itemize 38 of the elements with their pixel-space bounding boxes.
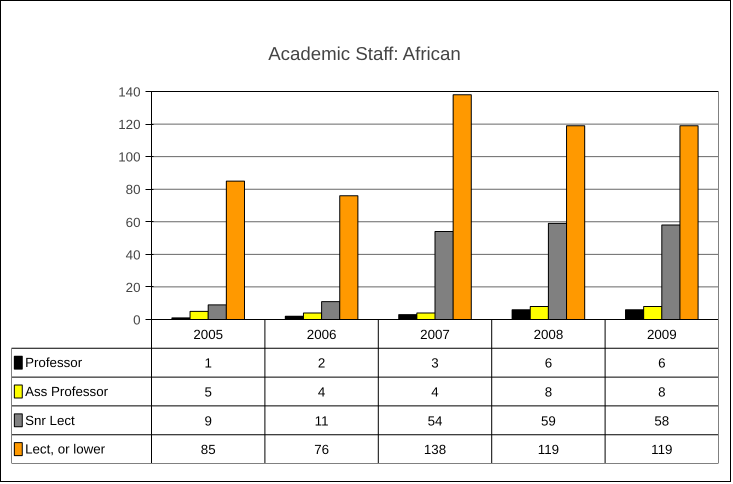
data-label: 8 xyxy=(544,384,552,400)
x-tick-label: 2009 xyxy=(646,326,677,342)
data-label: 3 xyxy=(431,356,439,371)
x-tick-label: 2006 xyxy=(306,326,336,342)
y-tick-label: 0 xyxy=(133,312,141,328)
x-tick-label: 2007 xyxy=(420,326,450,342)
data-label: 4 xyxy=(431,384,440,400)
data-label: 59 xyxy=(540,413,556,428)
y-tick-label: 40 xyxy=(126,247,141,262)
chart-title: Academic Staff: African xyxy=(268,43,461,64)
data-label: 6 xyxy=(544,356,552,371)
data-label: 119 xyxy=(538,442,560,458)
data-label: 9 xyxy=(204,413,212,428)
y-tick-label: 60 xyxy=(126,214,141,230)
y-tick-label: 100 xyxy=(118,150,141,165)
data-label: 8 xyxy=(658,384,666,400)
y-tick-label: 120 xyxy=(118,117,141,132)
legend-label: Professor xyxy=(25,355,83,370)
x-tick-label: 2008 xyxy=(534,326,564,342)
data-label: 138 xyxy=(424,442,446,458)
y-tick-label: 20 xyxy=(126,280,141,295)
data-label: 5 xyxy=(204,384,212,400)
data-label: 54 xyxy=(428,413,443,428)
data-label: 1 xyxy=(204,356,212,371)
data-label: 4 xyxy=(318,384,326,400)
data-label: 58 xyxy=(654,413,670,428)
data-label: 2 xyxy=(318,356,326,371)
data-label: 11 xyxy=(314,413,329,428)
data-label: 6 xyxy=(658,356,666,371)
legend-label: Ass Professor xyxy=(25,384,109,399)
data-label: 119 xyxy=(651,442,672,458)
legend-label: Lect, or lower xyxy=(25,442,106,457)
x-tick-label: 2005 xyxy=(193,326,224,342)
y-tick-label: 140 xyxy=(118,84,141,100)
data-label: 85 xyxy=(200,442,216,458)
data-label: 76 xyxy=(314,442,330,458)
legend-label: Snr Lect xyxy=(25,412,76,428)
y-tick-label: 80 xyxy=(126,182,141,198)
